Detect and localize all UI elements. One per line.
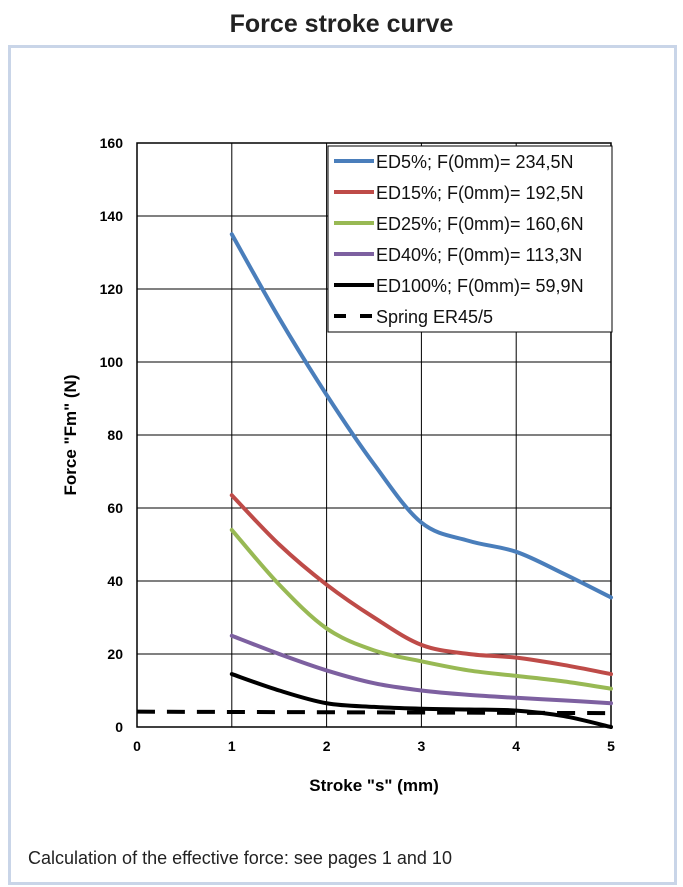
y-tick-label: 20: [107, 646, 123, 662]
x-tick-label: 2: [323, 738, 331, 754]
chart-frame: [8, 45, 677, 885]
x-tick-label: 5: [607, 738, 615, 754]
series-line-4: [229, 672, 613, 729]
y-axis-label: Force "Fm" (N): [61, 375, 80, 496]
legend-label-3: ED40%; F(0mm)= 113,3N: [376, 245, 582, 265]
series-line-0: [229, 232, 613, 600]
footer-note: Calculation of the effective force: see …: [28, 848, 452, 868]
y-tick-label: 40: [107, 573, 123, 589]
x-axis-label: Stroke "s" (mm): [309, 776, 438, 795]
y-tick-label: 120: [100, 281, 124, 297]
x-tick-label: 1: [228, 738, 236, 754]
y-tick-label: 60: [107, 500, 123, 516]
legend-label-5: Spring ER45/5: [376, 307, 493, 327]
legend-label-4: ED100%; F(0mm)= 59,9N: [376, 276, 584, 296]
series-line-2: [229, 527, 613, 691]
x-tick-label: 3: [418, 738, 426, 754]
chart-title: Force stroke curve: [229, 10, 454, 38]
y-tick-label: 0: [115, 719, 123, 735]
series-line-1: [229, 493, 613, 677]
x-tick-label: 0: [133, 738, 141, 754]
y-tick-label: 160: [100, 135, 124, 151]
y-tick-label: 140: [100, 208, 124, 224]
legend: [327, 145, 613, 333]
legend-label-1: ED15%; F(0mm)= 192,5N: [376, 183, 584, 203]
y-tick-label: 80: [107, 427, 123, 443]
y-tick-label: 100: [100, 354, 124, 370]
x-tick-label: 4: [512, 738, 520, 754]
legend-label-0: ED5%; F(0mm)= 234,5N: [376, 152, 574, 172]
series-line-5: [136, 709, 612, 716]
legend-label-2: ED25%; F(0mm)= 160,6N: [376, 214, 584, 234]
series-line-3: [229, 633, 613, 706]
